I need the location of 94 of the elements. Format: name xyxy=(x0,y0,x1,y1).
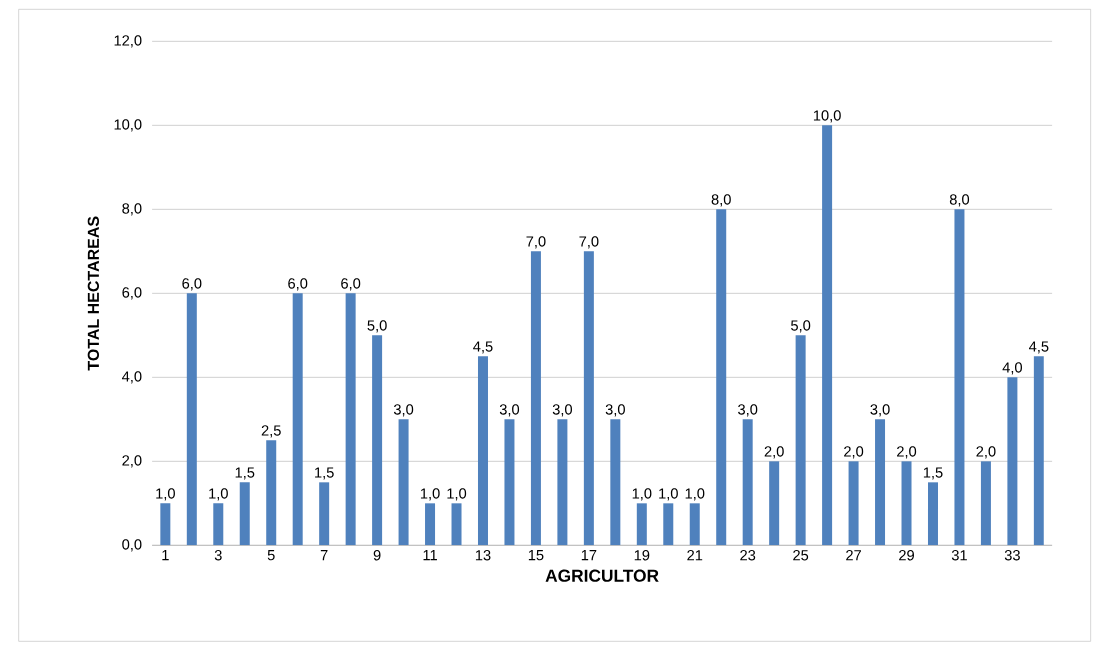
x-tick-label: 19 xyxy=(634,550,650,561)
bar xyxy=(663,503,674,546)
bar xyxy=(1033,356,1044,546)
x-tick-label: 9 xyxy=(373,550,381,561)
data-label: 3,0 xyxy=(393,404,414,417)
x-tick-label: 1 xyxy=(162,550,169,561)
bar xyxy=(292,293,303,546)
data-label: 3,0 xyxy=(605,404,625,417)
data-label: 7,0 xyxy=(526,236,546,249)
bar xyxy=(875,419,886,546)
data-label: 1,0 xyxy=(685,488,705,501)
data-label: 1,0 xyxy=(209,488,228,501)
bar xyxy=(425,503,436,546)
bar xyxy=(610,419,621,546)
y-tick-label: 2,0 xyxy=(122,455,142,468)
data-label: 8,0 xyxy=(711,194,731,207)
x-tick-label: 13 xyxy=(475,550,491,561)
x-axis-title: AGRICULTOR xyxy=(545,569,659,583)
data-label: 3,0 xyxy=(870,404,890,417)
x-tick-label: 27 xyxy=(846,550,861,561)
bar xyxy=(954,209,965,546)
bar xyxy=(583,251,594,546)
data-label: 4,5 xyxy=(1029,341,1049,354)
x-tick-label: 23 xyxy=(740,550,756,561)
data-label: 3,0 xyxy=(499,404,520,417)
data-label: 4,0 xyxy=(1002,362,1022,375)
bar xyxy=(689,503,700,546)
bar xyxy=(530,251,541,546)
x-tick-label: 25 xyxy=(793,550,809,561)
y-tick-label: 8,0 xyxy=(122,203,142,216)
bar xyxy=(451,503,462,546)
data-label: 2,0 xyxy=(976,446,996,459)
x-tick-label: 33 xyxy=(1004,550,1020,561)
y-tick-label: 6,0 xyxy=(122,287,142,300)
x-tick-label: 3 xyxy=(214,550,222,561)
data-label: 6,0 xyxy=(341,278,361,291)
data-label: 2,5 xyxy=(261,425,281,438)
bar xyxy=(901,461,912,546)
bar xyxy=(716,209,727,546)
data-label: 2,0 xyxy=(897,446,917,459)
bar xyxy=(769,461,780,546)
bar xyxy=(213,503,224,546)
bar xyxy=(477,356,488,546)
bar xyxy=(266,440,277,546)
bar xyxy=(1007,377,1018,546)
data-label: 3,0 xyxy=(552,404,572,417)
bar xyxy=(927,482,938,546)
y-axis-title: TOTAL HECTAREAS xyxy=(87,216,100,371)
y-tick-label: 4,0 xyxy=(122,371,142,384)
x-tick-label: 29 xyxy=(899,550,914,561)
bar xyxy=(239,482,250,546)
data-label: 1,5 xyxy=(923,467,943,480)
data-label: 1,5 xyxy=(315,467,334,480)
data-label: 1,0 xyxy=(156,488,175,501)
bar xyxy=(742,419,753,546)
x-tick-label: 31 xyxy=(951,550,967,561)
x-tick-label: 5 xyxy=(267,550,275,561)
data-label: 8,0 xyxy=(949,194,970,207)
y-tick-label: 12,0 xyxy=(114,35,142,48)
data-label: 1,0 xyxy=(632,488,652,501)
bar xyxy=(345,293,356,546)
bar xyxy=(636,503,647,546)
bar xyxy=(848,461,859,546)
data-label: 3,0 xyxy=(738,404,758,417)
x-tick-label: 21 xyxy=(687,550,703,561)
data-label: 6,0 xyxy=(182,278,202,291)
bar xyxy=(372,335,383,546)
bar xyxy=(557,419,568,546)
data-label: 10,0 xyxy=(813,110,841,123)
y-tick-label: 10,0 xyxy=(114,119,142,132)
x-tick-label: 7 xyxy=(320,550,328,561)
y-tick-label: 0,0 xyxy=(122,539,142,552)
data-label: 2,0 xyxy=(844,446,864,459)
data-label: 2,0 xyxy=(764,446,784,459)
data-label: 1,5 xyxy=(235,467,255,480)
bar xyxy=(319,482,330,546)
data-label: 1,0 xyxy=(420,488,440,501)
bar xyxy=(160,503,171,546)
data-label: 1,0 xyxy=(447,488,467,501)
bar xyxy=(795,335,806,546)
data-label: 7,0 xyxy=(579,236,599,249)
data-label: 4,5 xyxy=(473,341,493,354)
bar xyxy=(398,419,409,546)
x-tick-label: 17 xyxy=(581,550,597,561)
bar xyxy=(822,125,833,546)
x-tick-label: 11 xyxy=(423,550,437,561)
data-label: 5,0 xyxy=(791,320,811,333)
x-tick-label: 15 xyxy=(528,550,544,561)
bar xyxy=(980,461,991,546)
data-label: 1,0 xyxy=(659,488,678,501)
data-label: 6,0 xyxy=(288,278,308,291)
bar xyxy=(186,293,197,546)
data-label: 5,0 xyxy=(367,320,387,333)
bar xyxy=(504,419,515,546)
